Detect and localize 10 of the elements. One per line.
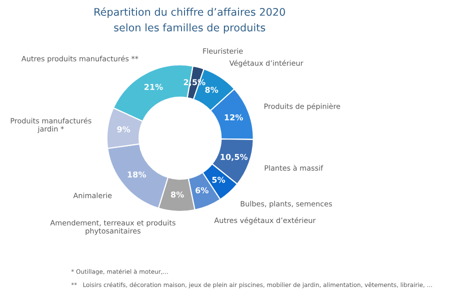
data-label: 9% (117, 126, 130, 132)
data-label: 8% (170, 191, 184, 198)
data-label: 18% (128, 171, 146, 178)
data-label: 6% (196, 187, 208, 194)
data-label: 10,5% (220, 154, 248, 161)
data-label: 21% (144, 84, 163, 90)
data-label: 5% (212, 176, 226, 183)
data-label: 12% (224, 114, 243, 120)
data-label: 8% (205, 86, 218, 93)
chart-title: Répartition du chiffre d’affaires 2020 selon les familles de produits (94, 7, 285, 34)
